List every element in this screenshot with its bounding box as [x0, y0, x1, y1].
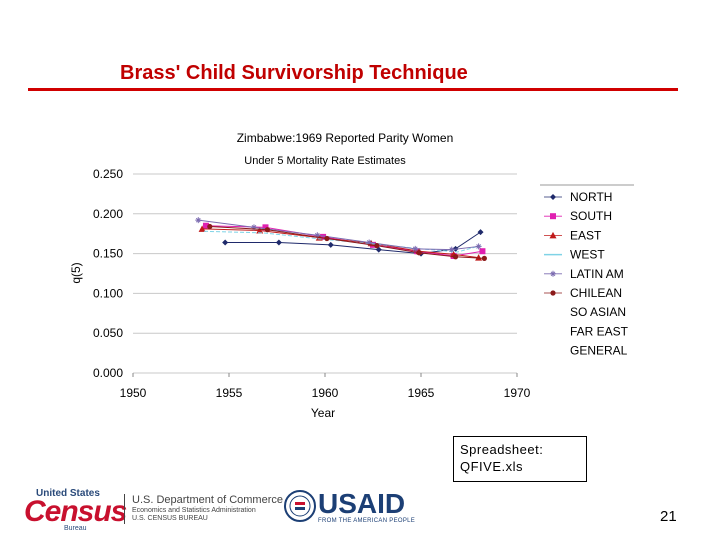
data-point — [416, 250, 422, 256]
footer-divider — [124, 494, 125, 524]
chart: Zimbabwe:1969 Reported Parity Women Unde… — [69, 131, 634, 420]
data-point — [452, 254, 459, 260]
y-tick-label: 0.000 — [93, 366, 123, 380]
legend-label: NORTH — [570, 190, 612, 204]
data-point — [448, 246, 455, 253]
page-number: 21 — [660, 508, 677, 525]
data-point — [195, 217, 202, 224]
census-logo-bureau: Bureau — [64, 525, 87, 532]
y-tick-label: 0.100 — [93, 286, 123, 300]
y-tick-label: 0.250 — [93, 167, 123, 181]
x-tick-label: 1950 — [120, 386, 147, 400]
data-point — [374, 243, 380, 249]
data-point — [320, 233, 327, 240]
slide-title: Brass' Child Survivorship Technique — [120, 62, 468, 84]
data-point — [262, 224, 269, 231]
callout-line-1: Spreadsheet: — [460, 442, 544, 457]
data-point — [366, 239, 373, 246]
legend-swatch — [550, 270, 556, 277]
x-axis-label: Year — [311, 406, 335, 420]
legend-swatch — [549, 231, 557, 239]
x-tick-labels: 1950 1955 1960 1965 1970 — [120, 373, 531, 400]
legend-label: EAST — [570, 228, 602, 242]
gridlines — [133, 173, 517, 374]
commerce-line-1: U.S. Department of Commerce — [132, 494, 283, 506]
legend-swatch — [550, 213, 556, 220]
title-rule — [28, 88, 678, 91]
data-point — [202, 222, 209, 229]
y-tick-label: 0.050 — [93, 326, 123, 340]
commerce-logo: U.S. Department of Commerce Economics an… — [132, 494, 283, 522]
footer-logos: United States Census Bureau U.S. Departm… — [0, 488, 720, 532]
data-point — [324, 235, 330, 242]
legend-label: LATIN AM — [570, 267, 624, 281]
legend-label: WEST — [570, 248, 605, 262]
y-tick-labels: 0.000 0.050 0.100 0.150 0.200 0.250 — [93, 167, 123, 380]
data-point — [412, 245, 419, 252]
data-point — [222, 239, 229, 246]
data-point — [475, 243, 482, 250]
commerce-line-2: Economics and Statistics Administration — [132, 507, 256, 514]
legend: NORTH SOUTH EAST WEST LATIN AM CHILEAN SO ASIA… — [540, 184, 634, 358]
x-tick-label: 1965 — [408, 386, 435, 400]
chart-title: Zimbabwe:1969 Reported Parity Women — [237, 131, 454, 145]
x-tick-label: 1970 — [504, 386, 531, 400]
data-point — [275, 239, 282, 246]
y-axis-label: q(5) — [69, 262, 83, 283]
data-point — [256, 227, 264, 234]
data-point — [475, 254, 483, 261]
data-point — [314, 232, 321, 239]
x-tick-label: 1955 — [216, 386, 243, 400]
callout-line-2: QFIVE.xls — [460, 459, 524, 474]
legend-label: SO ASIAN — [570, 305, 626, 319]
data-point — [479, 248, 486, 255]
usaid-logo-word: USAID — [318, 488, 406, 519]
data-point — [264, 227, 270, 233]
legend-swatch — [550, 290, 556, 296]
usaid-logo: USAID FROM THE AMERICAN PEOPLE — [318, 488, 416, 525]
commerce-line-3: U.S. CENSUS BUREAU — [132, 515, 208, 522]
data-point — [327, 241, 334, 248]
series-line-north — [225, 231, 481, 255]
legend-swatch — [550, 194, 556, 200]
usaid-logo-tag: FROM THE AMERICAN PEOPLE — [318, 518, 416, 524]
data-point — [198, 225, 206, 232]
legend-label: GENERAL — [570, 344, 628, 358]
census-bureau-logo: United States Census Bureau — [24, 488, 127, 532]
spreadsheet-callout: Spreadsheet: QFIVE.xls — [453, 436, 587, 482]
legend-label: CHILEAN — [570, 286, 622, 300]
series-group — [195, 217, 487, 261]
y-tick-label: 0.150 — [93, 247, 123, 261]
census-logo-word: Census — [24, 495, 127, 528]
usaid-seal-icon — [284, 490, 316, 522]
data-point — [477, 229, 484, 236]
legend-label: FAR EAST — [570, 324, 629, 338]
census-logo-top: United States — [36, 488, 100, 499]
y-tick-label: 0.200 — [93, 207, 123, 221]
x-tick-label: 1960 — [312, 386, 339, 400]
data-point — [207, 223, 213, 230]
data-point — [481, 255, 487, 261]
data-point — [250, 224, 257, 231]
legend-label: SOUTH — [570, 209, 612, 223]
chart-subtitle: Under 5 Mortality Rate Estimates — [244, 155, 406, 167]
